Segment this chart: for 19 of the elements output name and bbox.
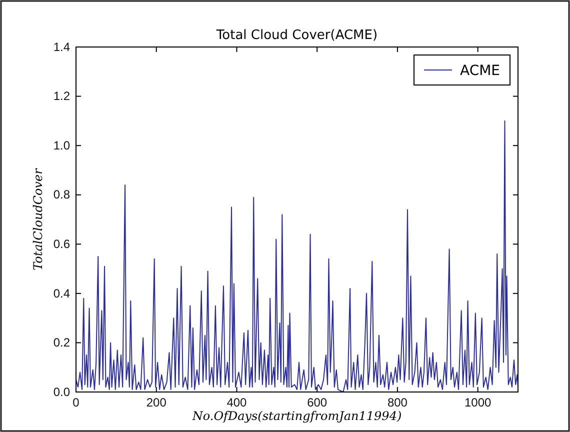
y-tick-label: 0.0	[53, 384, 70, 399]
y-tick-label: 0.8	[53, 188, 70, 202]
legend-label: ACME	[460, 63, 500, 79]
y-tick-label: 1.4	[53, 40, 70, 54]
x-axis-title: No.OfDays(startingfromJan11994)	[191, 409, 402, 423]
y-tick-label: 0.4	[53, 286, 70, 300]
y-tick-label: 0.2	[53, 336, 70, 350]
y-tick-label: 0.6	[53, 236, 70, 251]
line-series	[76, 120, 518, 392]
x-tick-label: 1000	[464, 396, 492, 410]
x-tick-label: 200	[146, 396, 167, 410]
x-tick-label: 400	[226, 396, 248, 410]
chart-title: Total Cloud Cover(ACME)	[215, 28, 378, 43]
y-axis-title: TotalCloudCover	[31, 167, 45, 270]
x-tick-label: 800	[387, 396, 408, 410]
x-tick-label: 0	[72, 396, 80, 410]
x-tick-label: 600	[307, 396, 328, 410]
y-tick-label: 1.2	[53, 89, 70, 104]
y-tick-label: 1.0	[53, 138, 70, 152]
